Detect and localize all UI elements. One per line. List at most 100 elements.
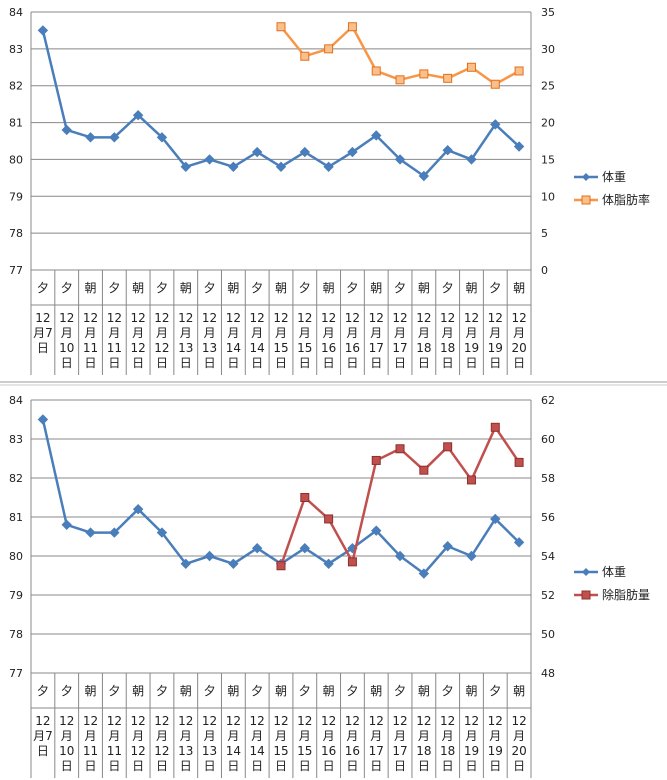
chart-lean-body-mass: 77787980818283844850525456586062夕12月7日夕1…: [9, 394, 650, 778]
category-date-part: 月: [418, 729, 430, 743]
category-date-part: 月: [61, 729, 73, 743]
category-time-label: 朝: [323, 684, 335, 698]
category-date-part: 12: [273, 714, 288, 728]
data-point-diamond: [228, 161, 239, 173]
category-date-part: 月: [180, 729, 192, 743]
category-time-label: 夕: [394, 684, 406, 698]
category-date-part: 日: [156, 759, 168, 773]
data-point-diamond: [85, 132, 96, 143]
category-date-part: 月: [156, 729, 168, 743]
data-point-diamond: [490, 513, 501, 525]
category-time-label: 朝: [513, 281, 525, 295]
data-point-diamond: [37, 25, 49, 36]
category-date-part: 12: [321, 311, 336, 325]
category-date-part: 12: [154, 714, 169, 728]
data-point-diamond: [251, 542, 263, 554]
data-point-diamond: [204, 154, 215, 165]
category-time-label: 夕: [394, 281, 406, 295]
y-tick-left: 82: [9, 80, 23, 93]
data-point-diamond: [442, 145, 453, 156]
category-date-part: 13: [178, 341, 193, 355]
category-date-part: 日: [346, 356, 358, 370]
category-time-label: 朝: [370, 684, 382, 698]
category-date-part: 12: [107, 714, 122, 728]
y-tick-right: 5: [541, 227, 548, 240]
category-date-part: 月: [346, 729, 358, 743]
category-date-part: 日: [227, 759, 239, 773]
category-date-part: 12: [297, 714, 312, 728]
category-date-part: 月: [61, 326, 73, 340]
legend-marker-diamond: [582, 173, 590, 181]
y-tick-left: 82: [9, 472, 23, 485]
category-date-part: 10: [59, 341, 74, 355]
category-date-part: 月: [204, 729, 216, 743]
category-time-label: 朝: [418, 281, 430, 295]
category-date-part: 12: [321, 714, 336, 728]
category-date-part: 月: [394, 729, 406, 743]
category-date-part: 15: [297, 341, 312, 355]
category-date-part: 日: [85, 759, 97, 773]
data-point-diamond: [156, 527, 168, 538]
category-date-part: 日: [489, 759, 501, 773]
category-date-part: 日: [251, 356, 263, 370]
category-date-part: 12: [416, 311, 431, 325]
data-point-diamond: [85, 527, 96, 538]
category-date-part: 10: [59, 744, 74, 758]
category-date-part: 12: [226, 311, 241, 325]
category-date-part: 19: [488, 744, 503, 758]
y-tick-left: 78: [9, 227, 23, 240]
category-date-part: 日: [108, 759, 120, 773]
category-date-part: 18: [416, 341, 431, 355]
y-tick-left: 84: [9, 6, 23, 19]
category-date-part: 日: [513, 356, 525, 370]
category-date-part: 月: [275, 326, 287, 340]
data-point-square: [395, 444, 405, 454]
legend-label: 体重: [602, 565, 626, 579]
category-date-part: 日: [251, 759, 263, 773]
category-date-part: 16: [321, 341, 336, 355]
category-date-part: 11: [83, 744, 98, 758]
category-date-part: 日: [108, 356, 120, 370]
category-date-part: 日: [132, 356, 144, 370]
data-point-square: [443, 442, 453, 452]
category-time-label: 夕: [489, 281, 501, 295]
category-date-part: 12: [131, 311, 146, 325]
category-time-label: 夕: [299, 684, 311, 698]
category-date-part: 12: [345, 311, 360, 325]
category-date-part: 13: [202, 341, 217, 355]
data-point-diamond: [323, 161, 334, 173]
category-time-label: 夕: [61, 281, 73, 295]
category-date-part: 17: [369, 744, 384, 758]
category-date-part: 月: [251, 729, 263, 743]
category-date-part: 14: [226, 341, 241, 355]
category-time-label: 朝: [180, 281, 192, 295]
category-date-part: 日: [204, 356, 216, 370]
category-date-part: 14: [226, 744, 241, 758]
category-date-part: 月: [85, 729, 97, 743]
category-date-part: 月: [180, 326, 192, 340]
category-time-label: 朝: [323, 281, 335, 295]
data-point-diamond: [61, 124, 72, 136]
category-date-part: 月: [108, 326, 120, 340]
y-tick-left: 83: [9, 43, 23, 56]
category-time-label: 夕: [37, 684, 49, 698]
category-time-label: 夕: [108, 684, 120, 698]
data-point-square: [419, 465, 429, 475]
category-date-part: 日: [370, 759, 382, 773]
category-date-part: 日: [394, 759, 406, 773]
y-tick-right: 58: [541, 472, 555, 485]
category-date-part: 月: [227, 729, 239, 743]
category-date-day: 月7: [33, 729, 53, 743]
category-time-label: 夕: [156, 281, 168, 295]
category-date-part: 12: [488, 714, 503, 728]
data-point-diamond: [347, 146, 358, 158]
category-date-part: 12: [369, 714, 384, 728]
data-point-square: [395, 75, 405, 85]
category-date-part: 月: [370, 729, 382, 743]
category-date-part: 12: [154, 311, 169, 325]
category-date-part: 月: [251, 326, 263, 340]
data-point-diamond: [251, 146, 263, 158]
category-date-part: 16: [345, 341, 360, 355]
category-date-part: 12: [107, 311, 122, 325]
category-time-label: 夕: [442, 281, 454, 295]
